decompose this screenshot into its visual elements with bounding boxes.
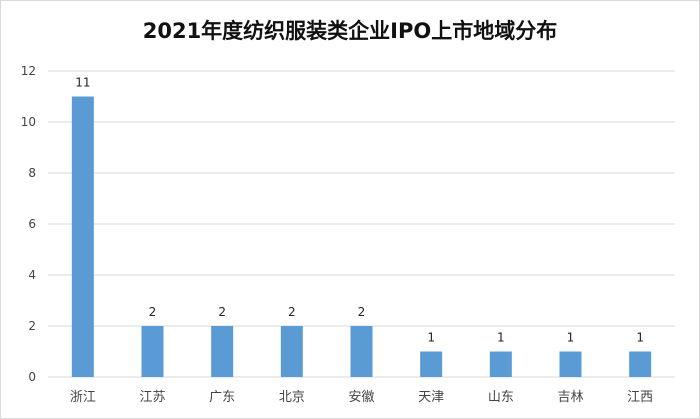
x-tick-label: 广东 [209, 390, 235, 405]
y-tick-label: 10 [21, 115, 36, 129]
y-tick-label: 0 [28, 370, 36, 384]
data-label: 11 [75, 76, 90, 90]
y-tick-label: 4 [28, 268, 36, 282]
y-tick-label: 12 [21, 64, 36, 78]
y-tick-label: 2 [28, 319, 36, 333]
x-axis-categories: 浙江 江苏 广东 北京 安徽 天津 山东 吉林 江西 [70, 389, 653, 405]
x-tick-label: 天津 [418, 390, 444, 405]
x-tick-label: 吉林 [557, 390, 583, 405]
bar [420, 351, 443, 377]
data-label: 1 [427, 331, 435, 345]
data-label: 2 [288, 305, 296, 319]
data-labels: 112 2 2 21 1 1 1 [75, 76, 644, 345]
data-label: 2 [149, 305, 157, 319]
bar [141, 326, 164, 377]
x-tick-label: 江西 [627, 390, 653, 405]
y-tick-label: 8 [28, 166, 36, 180]
data-label: 1 [497, 331, 505, 345]
data-label: 1 [636, 331, 644, 345]
data-label: 2 [218, 305, 226, 319]
bar [489, 351, 512, 377]
y-tick-label: 6 [28, 217, 36, 231]
x-tick-label: 江苏 [139, 389, 165, 405]
x-tick-label: 浙江 [70, 390, 96, 405]
x-tick-label: 北京 [279, 390, 305, 405]
bar [629, 351, 652, 377]
bar [280, 326, 303, 377]
bar [350, 326, 373, 377]
bar [211, 326, 234, 377]
x-tick-label: 山东 [488, 390, 514, 405]
bars [71, 96, 652, 377]
chart-title: 2021年度纺织服装类企业IPO上市地域分布 [142, 19, 558, 43]
y-axis-ticks: 0 2 4 6 8 10 12 [21, 64, 36, 384]
bar [71, 96, 94, 377]
x-tick-label: 安徽 [348, 390, 374, 405]
data-label: 1 [567, 331, 575, 345]
bar [559, 351, 582, 377]
data-label: 2 [358, 305, 366, 319]
